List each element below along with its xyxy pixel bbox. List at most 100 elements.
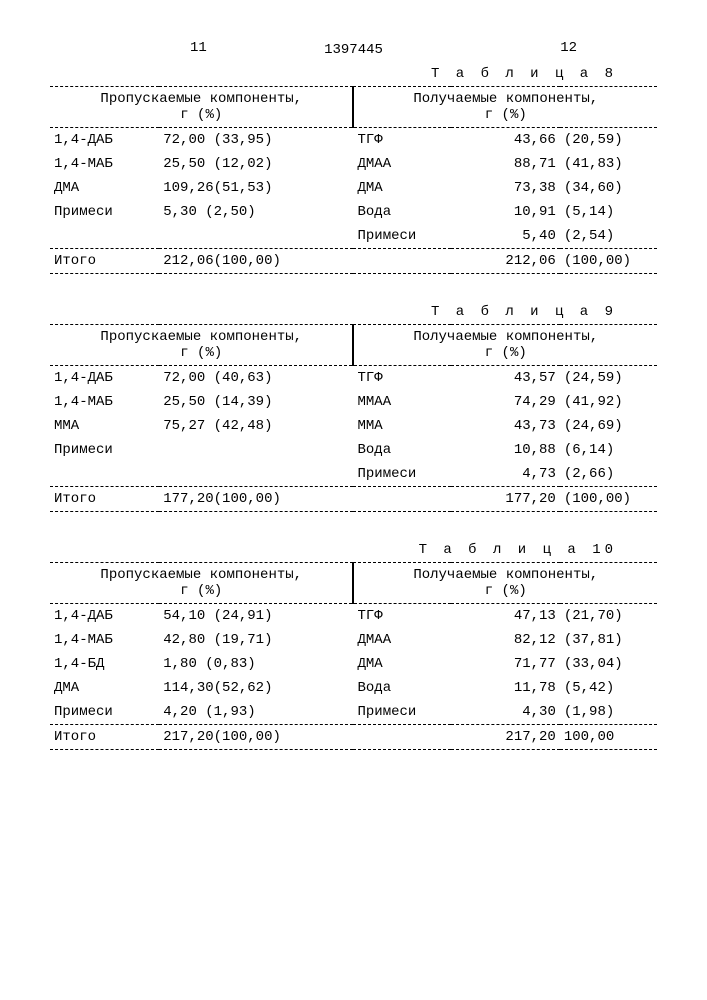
component-value: [159, 438, 353, 462]
product-value: 5,40: [451, 224, 560, 249]
column-header-left: Пропускаемые компоненты,г (%): [50, 563, 353, 604]
component-value: 25,50 (12,02): [159, 152, 353, 176]
column-header-left: Пропускаемые компоненты,г (%): [50, 325, 353, 366]
column-header-right: Получаемые компоненты,г (%): [353, 563, 657, 604]
product-pct: (1,98): [560, 700, 657, 725]
product-value: 43,57: [451, 366, 560, 390]
component-name: Примеси: [50, 200, 159, 224]
total-right-value: 217,20: [451, 725, 560, 750]
table-row: ММА75,27 (42,48)ММА43,73(24,69): [50, 414, 657, 438]
product-name: Вода: [353, 438, 450, 462]
table-row: ДМА114,30(52,62)Вода11,78(5,42): [50, 676, 657, 700]
table-row: 1,4-ДАБ72,00 (33,95)ТГФ43,66(20,59): [50, 128, 657, 152]
data-table: Пропускаемые компоненты,г (%)Получаемые …: [50, 324, 657, 512]
product-pct: (41,83): [560, 152, 657, 176]
table-caption: Т а б л и ц а 8: [50, 66, 617, 82]
product-pct: (24,69): [560, 414, 657, 438]
total-right-value: 177,20: [451, 487, 560, 512]
column-header-left: Пропускаемые компоненты,г (%): [50, 87, 353, 128]
component-name: [50, 462, 159, 487]
component-value: 5,30 (2,50): [159, 200, 353, 224]
product-name: ММА: [353, 414, 450, 438]
total-row: Итого177,20(100,00)177,20(100,00): [50, 487, 657, 512]
component-value: 25,50 (14,39): [159, 390, 353, 414]
column-header-right: Получаемые компоненты,г (%): [353, 325, 657, 366]
product-pct: (33,04): [560, 652, 657, 676]
product-value: 10,88: [451, 438, 560, 462]
data-table: Пропускаемые компоненты,г (%)Получаемые …: [50, 86, 657, 274]
product-name: ТГФ: [353, 604, 450, 628]
total-left-value: 217,20(100,00): [159, 725, 353, 750]
product-value: 74,29: [451, 390, 560, 414]
product-pct: (41,92): [560, 390, 657, 414]
table-row: Примеси Вода10,88(6,14): [50, 438, 657, 462]
component-value: 72,00 (40,63): [159, 366, 353, 390]
table-row: 1,4-БД1,80 (0,83)ДМА71,77(33,04): [50, 652, 657, 676]
data-table: Пропускаемые компоненты,г (%)Получаемые …: [50, 562, 657, 750]
component-name: 1,4-МАБ: [50, 628, 159, 652]
product-value: 47,13: [451, 604, 560, 628]
component-name: Примеси: [50, 438, 159, 462]
product-value: 82,12: [451, 628, 560, 652]
table-row: Примеси5,30 (2,50)Вода10,91(5,14): [50, 200, 657, 224]
component-name: 1,4-МАБ: [50, 152, 159, 176]
product-name: Вода: [353, 200, 450, 224]
product-pct: (37,81): [560, 628, 657, 652]
total-right-pct: 100,00: [560, 725, 657, 750]
table-row: 1,4-ДАБ54,10 (24,91)ТГФ47,13(21,70): [50, 604, 657, 628]
total-right-pct: (100,00): [560, 487, 657, 512]
component-name: ДМА: [50, 676, 159, 700]
total-row: Итого217,20(100,00) 217,20100,00: [50, 725, 657, 750]
table-row: Примеси5,40(2,54): [50, 224, 657, 249]
component-value: 54,10 (24,91): [159, 604, 353, 628]
product-pct: (20,59): [560, 128, 657, 152]
page-number-right: 12: [560, 40, 577, 56]
total-label: Итого: [50, 487, 159, 512]
product-pct: (24,59): [560, 366, 657, 390]
total-label: Итого: [50, 725, 159, 750]
product-value: 11,78: [451, 676, 560, 700]
tables-container: Т а б л и ц а 8 Пропускаемые компоненты,г…: [50, 66, 657, 750]
table-row: ДМА109,26(51,53)ДМА73,38(34,60): [50, 176, 657, 200]
product-name: ТГФ: [353, 128, 450, 152]
product-pct: (6,14): [560, 438, 657, 462]
product-pct: (2,54): [560, 224, 657, 249]
product-name: Примеси: [353, 462, 450, 487]
component-value: 109,26(51,53): [159, 176, 353, 200]
product-name: ДМА: [353, 176, 450, 200]
total-row: Итого212,06(100,00)212,06(100,00): [50, 249, 657, 274]
product-value: 88,71: [451, 152, 560, 176]
product-pct: (5,14): [560, 200, 657, 224]
table-caption: Т а б л и ц а 10: [50, 542, 617, 558]
table-row: 1,4-МАБ25,50 (14,39)ММАА74,29(41,92): [50, 390, 657, 414]
total-left-value: 212,06(100,00): [159, 249, 353, 274]
column-header-right: Получаемые компоненты,г (%): [353, 87, 657, 128]
component-value: 72,00 (33,95): [159, 128, 353, 152]
product-value: 10,91: [451, 200, 560, 224]
product-pct: (34,60): [560, 176, 657, 200]
product-value: 4,73: [451, 462, 560, 487]
component-value: 114,30(52,62): [159, 676, 353, 700]
component-name: 1,4-ДАБ: [50, 366, 159, 390]
product-name: Примеси: [353, 224, 450, 249]
table-row: 1,4-МАБ25,50 (12,02)ДМАА88,71(41,83): [50, 152, 657, 176]
component-value: 4,20 (1,93): [159, 700, 353, 725]
product-name: Вода: [353, 676, 450, 700]
total-right-value: 212,06: [451, 249, 560, 274]
product-name: ДМАА: [353, 152, 450, 176]
product-name: ММАА: [353, 390, 450, 414]
component-name: [50, 224, 159, 249]
component-value: 75,27 (42,48): [159, 414, 353, 438]
component-name: 1,4-МАБ: [50, 390, 159, 414]
product-value: 4,30: [451, 700, 560, 725]
product-pct: (2,66): [560, 462, 657, 487]
component-value: [159, 224, 353, 249]
component-name: 1,4-ДАБ: [50, 128, 159, 152]
table-row: 1,4-МАБ42,80 (19,71)ДМАА82,12(37,81): [50, 628, 657, 652]
product-name: ТГФ: [353, 366, 450, 390]
total-label: Итого: [50, 249, 159, 274]
product-value: 71,77: [451, 652, 560, 676]
product-value: 43,66: [451, 128, 560, 152]
component-name: 1,4-ДАБ: [50, 604, 159, 628]
total-right-pct: (100,00): [560, 249, 657, 274]
